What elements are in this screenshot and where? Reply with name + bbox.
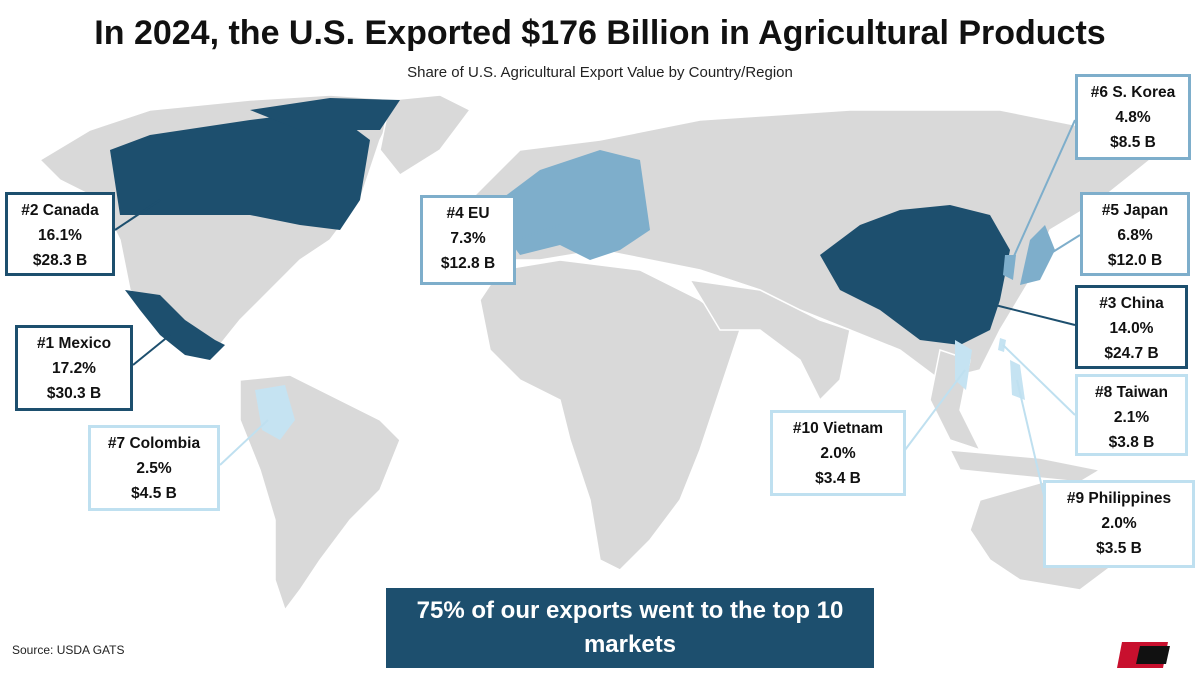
source: Source: USDA GATS: [12, 643, 125, 657]
market-value: $12.8 B: [440, 255, 496, 272]
market-share: 6.8%: [1117, 227, 1153, 244]
canada-islands: [250, 98, 400, 130]
market-label: #7 Colombia: [107, 435, 201, 452]
market-share: 2.0%: [1101, 515, 1137, 532]
japan: [1020, 225, 1055, 285]
greenland: [379, 94, 472, 176]
market-share: 16.1%: [38, 227, 82, 244]
market-label: #9 Philippines: [1066, 490, 1172, 507]
leader-line: [1039, 234, 1081, 261]
leader-line: [114, 199, 161, 231]
market-share: 14.0%: [1109, 320, 1154, 337]
market-label: #3 China: [1099, 295, 1164, 312]
market-callout: #2 Canada 16.1% $28.3 B: [5, 192, 115, 276]
leader-line: [1009, 119, 1076, 266]
banner: 75% of our exports went to the top 10 ma…: [386, 588, 874, 668]
leader-line: [219, 419, 269, 466]
market-value: $28.3 B: [32, 252, 88, 269]
logo-mark: [1136, 646, 1170, 664]
market-label: #5 Japan: [1101, 202, 1169, 219]
market-callout: #4 EU 7.3% $12.8 B: [420, 195, 516, 285]
market-label: #2 Canada: [21, 202, 99, 219]
leader-line: [904, 369, 966, 451]
leader-line: [1002, 344, 1076, 416]
market-callout: #6 S. Korea 4.8% $8.5 B: [1075, 74, 1191, 160]
africa: [479, 259, 741, 571]
market-callout: #9 Philippines 2.0% $3.5 B: [1043, 480, 1195, 568]
market-share: 4.8%: [1115, 109, 1151, 126]
market-value: $30.3 B: [46, 385, 102, 402]
market-value: $3.5 B: [1096, 540, 1142, 557]
market-label: #4 EU: [446, 205, 490, 222]
logo: [1117, 642, 1170, 668]
market-label: #6 S. Korea: [1090, 84, 1176, 101]
colombia: [255, 385, 295, 440]
leader-lines: [114, 119, 1081, 501]
taiwan: [998, 338, 1006, 352]
market-value: $3.4 B: [815, 470, 861, 487]
market-value: $4.5 B: [131, 485, 177, 502]
indonesia: [948, 449, 1103, 483]
market-callout: #1 Mexico 17.2% $30.3 B: [15, 325, 133, 411]
market-label: #8 Taiwan: [1095, 384, 1168, 401]
market-callout: #7 Colombia 2.5% $4.5 B: [88, 425, 220, 511]
leader-line: [994, 304, 1076, 326]
market-share: 2.0%: [820, 445, 856, 462]
subtitle: Share of U.S. Agricultural Export Value …: [407, 64, 793, 81]
leader-line: [1016, 379, 1046, 501]
market-value: $8.5 B: [1110, 134, 1156, 151]
mexico: [125, 290, 225, 360]
market-callout: #10 Vietnam 2.0% $3.4 B: [770, 410, 906, 496]
south-asia: [688, 279, 851, 402]
leader-line: [132, 334, 171, 366]
market-share: 2.5%: [136, 460, 172, 477]
title: In 2024, the U.S. Exported $176 Billion …: [94, 14, 1106, 52]
market-share: 17.2%: [52, 360, 96, 377]
market-share: 7.3%: [450, 230, 486, 247]
canada: [110, 110, 370, 230]
market-callout: #5 Japan 6.8% $12.0 B: [1080, 192, 1190, 276]
market-share: 2.1%: [1113, 409, 1150, 426]
market-value: $3.8 B: [1108, 434, 1155, 451]
leader-line: [514, 224, 561, 241]
market-callout: #8 Taiwan 2.1% $3.8 B: [1075, 374, 1188, 456]
market-value: $12.0 B: [1107, 252, 1163, 269]
market-label: #1 Mexico: [36, 335, 112, 352]
china: [820, 205, 1010, 345]
market-value: $24.7 B: [1104, 345, 1159, 362]
market-callout: #3 China 14.0% $24.7 B: [1075, 285, 1188, 369]
market-label: #10 Vietnam: [792, 420, 884, 437]
